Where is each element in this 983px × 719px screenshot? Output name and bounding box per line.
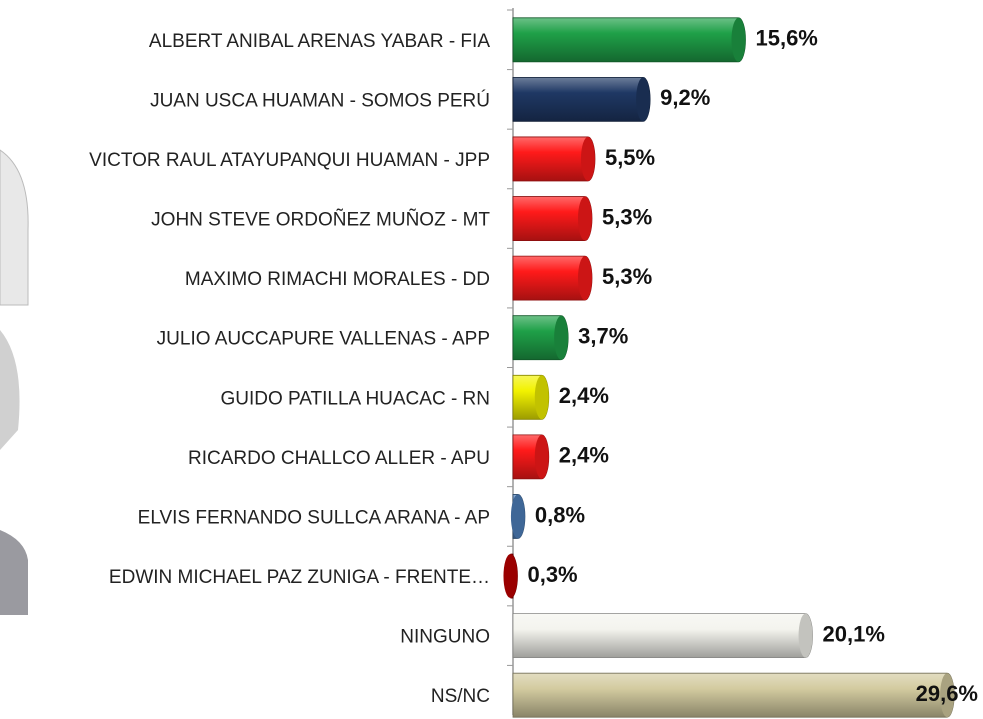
category-label: GUIDO PATILLA HUACAC - RN [220, 388, 490, 409]
bar [512, 17, 746, 63]
category-label: JOHN STEVE ORDOÑEZ MUÑOZ - MT [151, 209, 490, 231]
bar-cap [940, 673, 955, 718]
value-label: 15,6% [755, 26, 817, 51]
value-label: 2,4% [559, 383, 609, 408]
value-label: 0,3% [527, 562, 577, 587]
bar [512, 76, 651, 122]
category-label: ALBERT ANIBAL ARENAS YABAR - FIA [149, 31, 490, 52]
category-label: MAXIMO RIMACHI MORALES - DD [185, 269, 490, 290]
photo-fragment [0, 149, 29, 615]
bar [512, 672, 955, 718]
bar-cap [577, 196, 592, 241]
value-label: 29,6% [916, 681, 978, 706]
bar-cap [731, 17, 746, 62]
category-label: NINGUNO [400, 627, 490, 648]
category-label: RICARDO CHALLCO ALLER - APU [188, 448, 490, 469]
bar-cap [577, 256, 592, 301]
bar [512, 613, 813, 659]
bar-cap [534, 434, 549, 479]
value-label: 3,7% [578, 324, 628, 349]
value-label: 5,5% [605, 145, 655, 170]
category-label: EDWIN MICHAEL PAZ ZUNIGA - FRENTE… [109, 567, 490, 588]
bar-cap [534, 375, 549, 420]
value-label: 9,2% [660, 85, 710, 110]
value-label: 5,3% [602, 264, 652, 289]
category-label: ELVIS FERNANDO SULLCA ARANA - AP [138, 507, 490, 528]
value-label: 20,1% [823, 621, 885, 646]
value-label: 0,8% [535, 502, 585, 527]
category-label: JULIO AUCCAPURE VALLENAS - APP [157, 329, 490, 350]
value-label: 5,3% [602, 204, 652, 229]
bar-cap [503, 554, 518, 599]
bar-cap [510, 494, 525, 539]
bar-cap [554, 315, 569, 360]
category-label: VICTOR RAUL ATAYUPANQUI HUAMAN - JPP [89, 150, 490, 171]
value-label: 2,4% [559, 443, 609, 468]
category-label: JUAN USCA HUAMAN - SOMOS PERÚ [150, 89, 490, 111]
bar-cap [636, 77, 651, 122]
category-label: NS/NC [431, 686, 490, 707]
bar-cap [580, 136, 595, 181]
bar-cap [798, 613, 813, 658]
